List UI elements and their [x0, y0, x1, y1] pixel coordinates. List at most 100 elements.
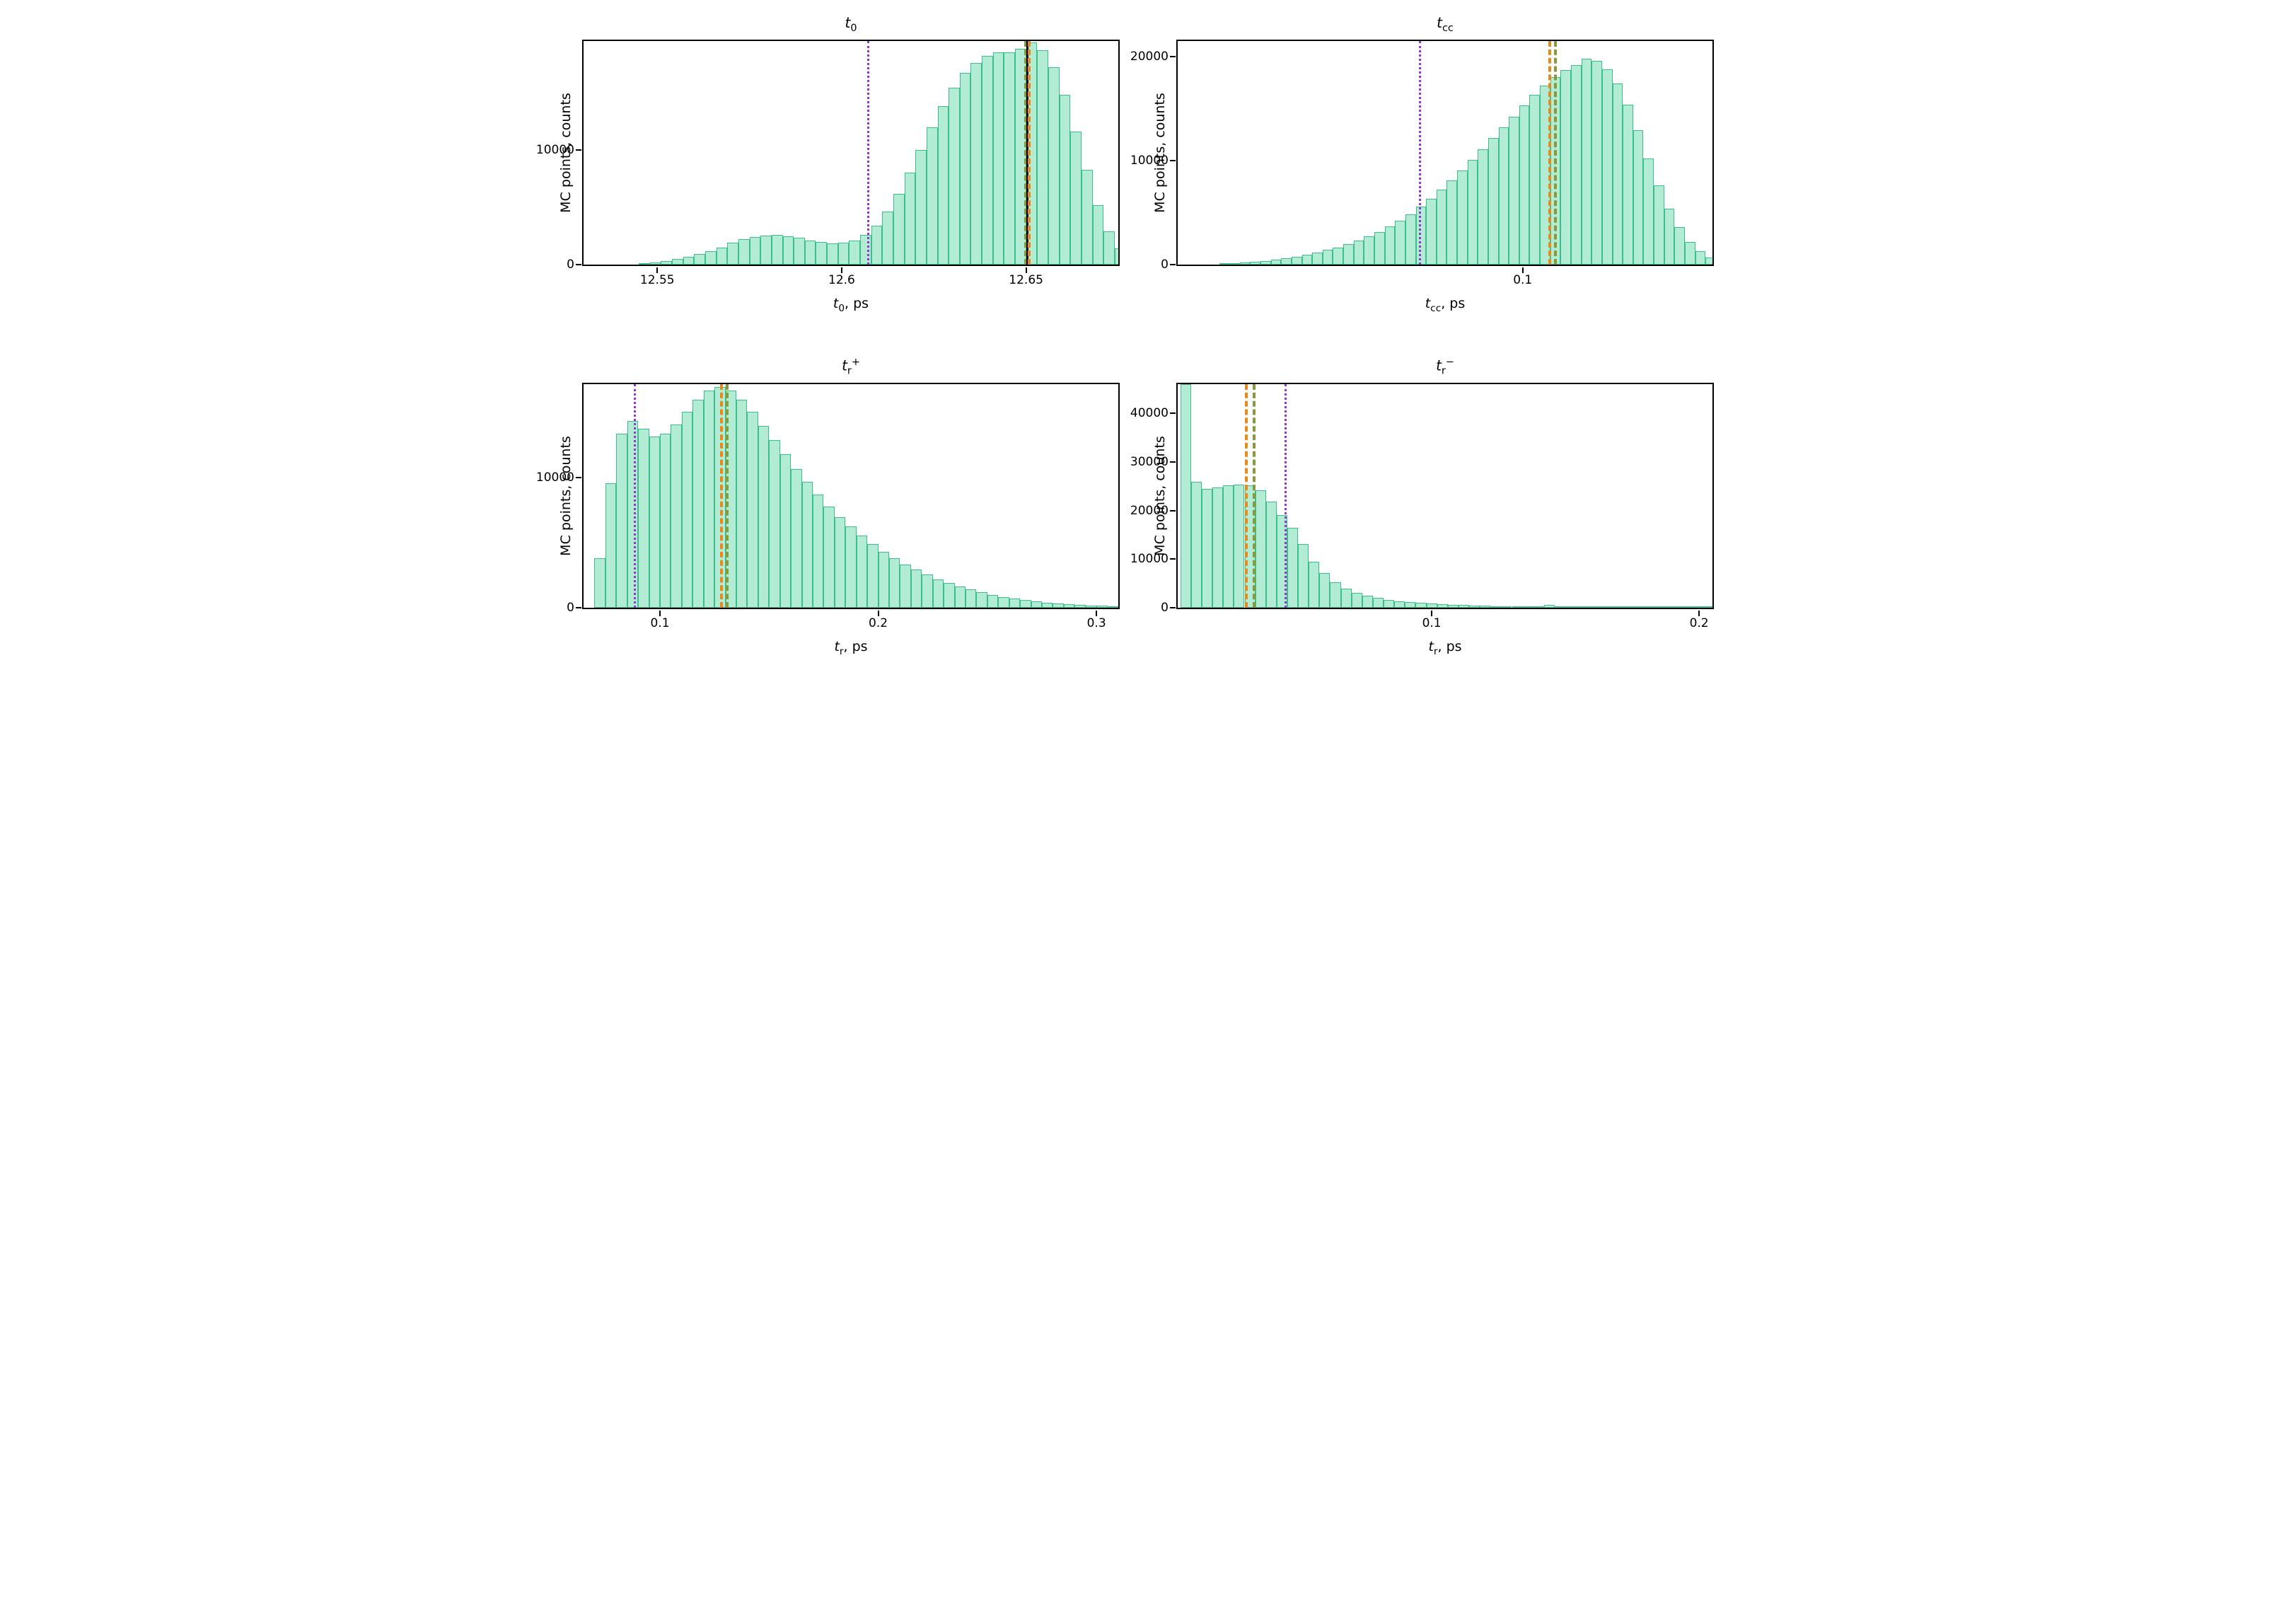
- histogram-bar: [938, 106, 949, 265]
- histogram-bar: [944, 583, 954, 608]
- histogram-bar: [1509, 117, 1519, 265]
- histogram-bar: [683, 257, 695, 265]
- histogram-bar: [1082, 170, 1093, 265]
- histogram-bar: [857, 536, 867, 608]
- histogram-bar: [955, 587, 966, 608]
- histogram-bar: [802, 482, 813, 608]
- histogram-bar: [1533, 606, 1544, 608]
- histogram-bar: [1020, 600, 1031, 608]
- histogram-bar: [1674, 227, 1685, 265]
- panel-tcc: tcc010000200000.1MC points, countstcc, p…: [1176, 14, 1714, 314]
- y-tick-label: 0: [567, 258, 574, 272]
- histogram-bar: [1602, 69, 1613, 265]
- histogram-bar: [1426, 199, 1437, 265]
- histogram-bar: [1415, 603, 1426, 608]
- histogram-bar: [1446, 180, 1457, 265]
- histogram-bar: [1362, 596, 1373, 608]
- histogram-bar: [692, 400, 703, 608]
- panel-title: t0: [582, 14, 1120, 34]
- histogram-bar: [760, 236, 772, 265]
- histogram-bar: [1529, 95, 1540, 265]
- reference-line: [1419, 41, 1421, 265]
- histogram-bar: [672, 259, 683, 265]
- histogram-bar: [1448, 605, 1459, 608]
- panel-title: tr+: [582, 357, 1120, 377]
- histogram-bar: [1555, 606, 1565, 608]
- histogram-bar: [1613, 83, 1623, 265]
- histogram-bar: [1323, 250, 1333, 265]
- histogram-bar: [1705, 606, 1712, 608]
- histogram-bar: [783, 236, 794, 265]
- histogram-bar: [1565, 606, 1576, 608]
- histogram-bar: [1319, 573, 1330, 608]
- histogram-bar: [747, 412, 758, 608]
- histogram-bar: [717, 248, 728, 265]
- histogram-bar: [879, 552, 889, 608]
- histogram-bar: [849, 241, 860, 265]
- histogram-bar: [1266, 502, 1277, 608]
- histogram-bar: [1292, 257, 1302, 265]
- histogram-bar: [671, 424, 681, 608]
- histogram-bar: [1309, 562, 1319, 608]
- histogram-bar: [638, 429, 649, 608]
- panel-title: tcc: [1176, 14, 1714, 34]
- histogram-bar: [905, 173, 916, 265]
- histogram-bar: [1070, 132, 1082, 265]
- histogram-bar: [772, 235, 783, 265]
- histogram-bar: [791, 469, 801, 608]
- histogram-bar: [1341, 589, 1352, 608]
- histogram-bar: [1459, 605, 1469, 608]
- histogram-bar: [1086, 606, 1096, 608]
- histogram-bar: [1343, 244, 1354, 265]
- histogram-bar: [949, 88, 960, 265]
- histogram-bar: [966, 589, 976, 608]
- histogram-bar: [871, 226, 883, 265]
- histogram-bar: [1560, 70, 1571, 265]
- histogram-grid: t001000012.5512.612.65MC points, countst…: [582, 14, 1714, 657]
- y-tick-label: 0: [567, 601, 574, 615]
- histogram-bar: [1523, 606, 1533, 608]
- histogram-bar: [660, 434, 671, 608]
- histogram-bar: [1683, 606, 1693, 608]
- histogram-bar: [1519, 105, 1530, 265]
- histogram-bar: [727, 243, 738, 265]
- histogram-bar: [750, 237, 761, 265]
- x-axis: 0.10.2: [1178, 612, 1712, 633]
- histogram-bar: [1229, 263, 1240, 265]
- y-axis-label: MC points, counts: [1152, 436, 1168, 556]
- histogram-bar: [1037, 50, 1048, 265]
- histogram-bar: [1009, 599, 1020, 608]
- histogram-bar: [1364, 236, 1374, 265]
- histogram-bar: [1576, 606, 1587, 608]
- x-tick-label: 12.6: [828, 273, 855, 287]
- histogram-bar: [661, 261, 672, 265]
- histogram-bar: [960, 73, 971, 265]
- histogram-bar: [1287, 528, 1298, 608]
- histogram-bar: [1042, 603, 1053, 608]
- histogram-bar: [1654, 185, 1664, 265]
- histogram-bar: [794, 238, 805, 265]
- histogram-bar: [1060, 95, 1071, 265]
- histogram-bar: [738, 239, 750, 265]
- histogram-bar: [1048, 67, 1060, 265]
- histogram-bar: [1490, 606, 1501, 608]
- histogram-bar: [1074, 605, 1085, 608]
- histogram-bar: [1587, 606, 1597, 608]
- y-tick-label: 0: [1161, 258, 1169, 272]
- x-axis-label: tr, ps: [582, 639, 1120, 657]
- x-tick-label: 0.1: [1422, 616, 1442, 630]
- histogram-bar: [627, 421, 638, 608]
- panel-tr_minus: tr−0100002000030000400000.10.2MC points,…: [1176, 357, 1714, 657]
- histogram-bar: [838, 243, 850, 265]
- x-axis-label: t0, ps: [582, 296, 1120, 314]
- histogram-bar: [805, 241, 816, 265]
- reference-line: [1028, 41, 1031, 265]
- histogram-bar: [998, 597, 1009, 608]
- histogram-bar: [1619, 606, 1630, 608]
- histogram-bar: [1597, 606, 1608, 608]
- plot-area: 0100002000030000400000.10.2MC points, co…: [1176, 383, 1714, 609]
- histogram-bar: [882, 212, 893, 265]
- histogram-bar: [1478, 149, 1488, 265]
- panel-tr_plus: tr+0100000.10.20.3MC points, countstr, p…: [582, 357, 1120, 657]
- x-tick-label: 0.1: [650, 616, 669, 630]
